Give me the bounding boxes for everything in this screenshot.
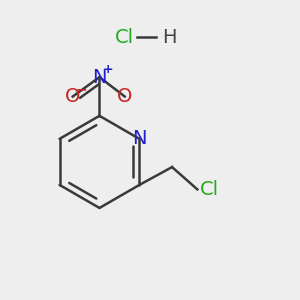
Text: H: H: [162, 28, 177, 46]
Text: O: O: [117, 87, 132, 106]
Text: −: −: [76, 82, 88, 96]
Text: O: O: [65, 87, 80, 106]
Text: Cl: Cl: [115, 28, 134, 46]
Text: Cl: Cl: [200, 180, 219, 199]
Text: N: N: [92, 68, 107, 87]
Text: N: N: [132, 129, 147, 148]
Text: +: +: [103, 63, 113, 76]
